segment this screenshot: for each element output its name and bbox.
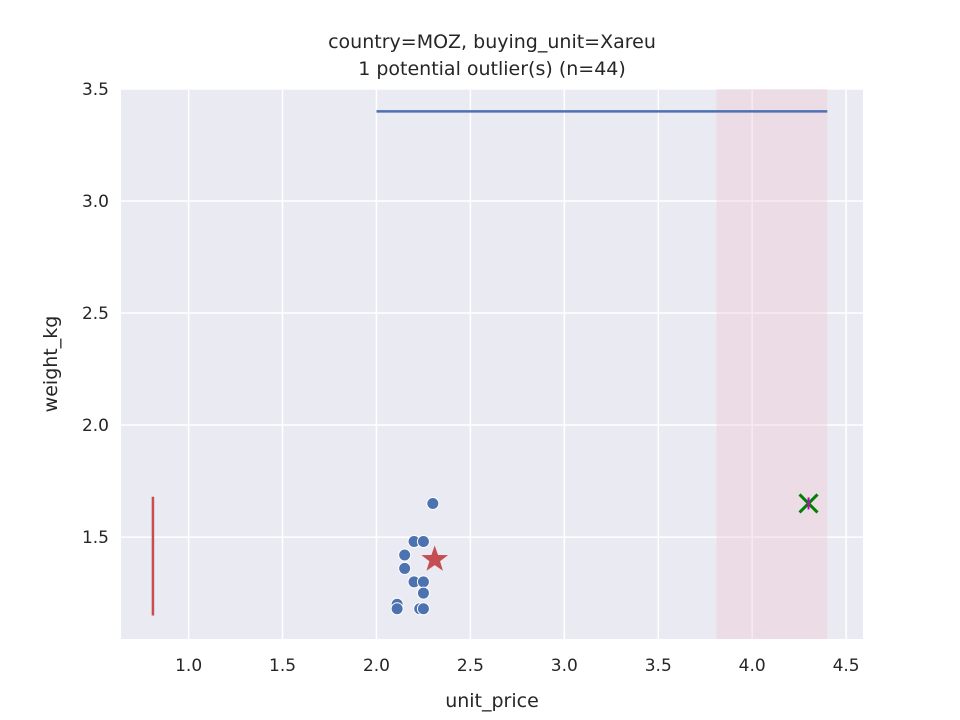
y-tick-label: 2.5 xyxy=(82,304,109,324)
x-tick-label: 4.0 xyxy=(739,656,766,676)
x-tick-label: 1.0 xyxy=(175,656,202,676)
y-tick-label: 3.5 xyxy=(82,80,109,100)
grid-lines xyxy=(121,88,863,639)
scatter-point xyxy=(416,535,430,549)
chart-title: country=MOZ, buying_unit=Xareu xyxy=(328,31,656,53)
scatter-point xyxy=(398,548,412,562)
plot-area xyxy=(121,89,863,639)
y-tick-label: 3.0 xyxy=(82,192,109,212)
x-tick-label: 2.0 xyxy=(363,656,390,676)
x-axis-label: unit_price xyxy=(445,690,539,712)
x-tick-label: 1.5 xyxy=(269,656,296,676)
x-tick-labels: 1.0 1.5 2.0 2.5 3.0 3.5 4.0 4.5 xyxy=(175,656,860,676)
scatter-point xyxy=(398,561,412,575)
scatter-point xyxy=(416,575,430,589)
scatter-point xyxy=(416,586,430,600)
special-markers xyxy=(421,493,819,571)
scatter-point xyxy=(416,602,430,616)
x-tick-label: 2.5 xyxy=(457,656,484,676)
scatter-points xyxy=(390,496,440,616)
y-tick-labels: 1.5 2.0 2.5 3.0 3.5 xyxy=(82,80,109,548)
x-tick-label: 4.5 xyxy=(833,656,860,676)
scatter-point xyxy=(390,602,404,616)
x-tick-label: 3.5 xyxy=(645,656,672,676)
shaded-region xyxy=(716,89,828,639)
center-star-marker xyxy=(421,545,449,571)
y-tick-label: 2.0 xyxy=(82,416,109,436)
y-tick-label: 1.5 xyxy=(82,528,109,548)
scatter-point xyxy=(426,496,440,510)
x-tick-label: 3.0 xyxy=(551,656,578,676)
range-lines-layer xyxy=(151,110,828,616)
shaded-region-layer xyxy=(716,89,828,639)
y-axis-label: weight_kg xyxy=(40,316,62,413)
chart-subtitle: 1 potential outlier(s) (n=44) xyxy=(358,58,626,80)
